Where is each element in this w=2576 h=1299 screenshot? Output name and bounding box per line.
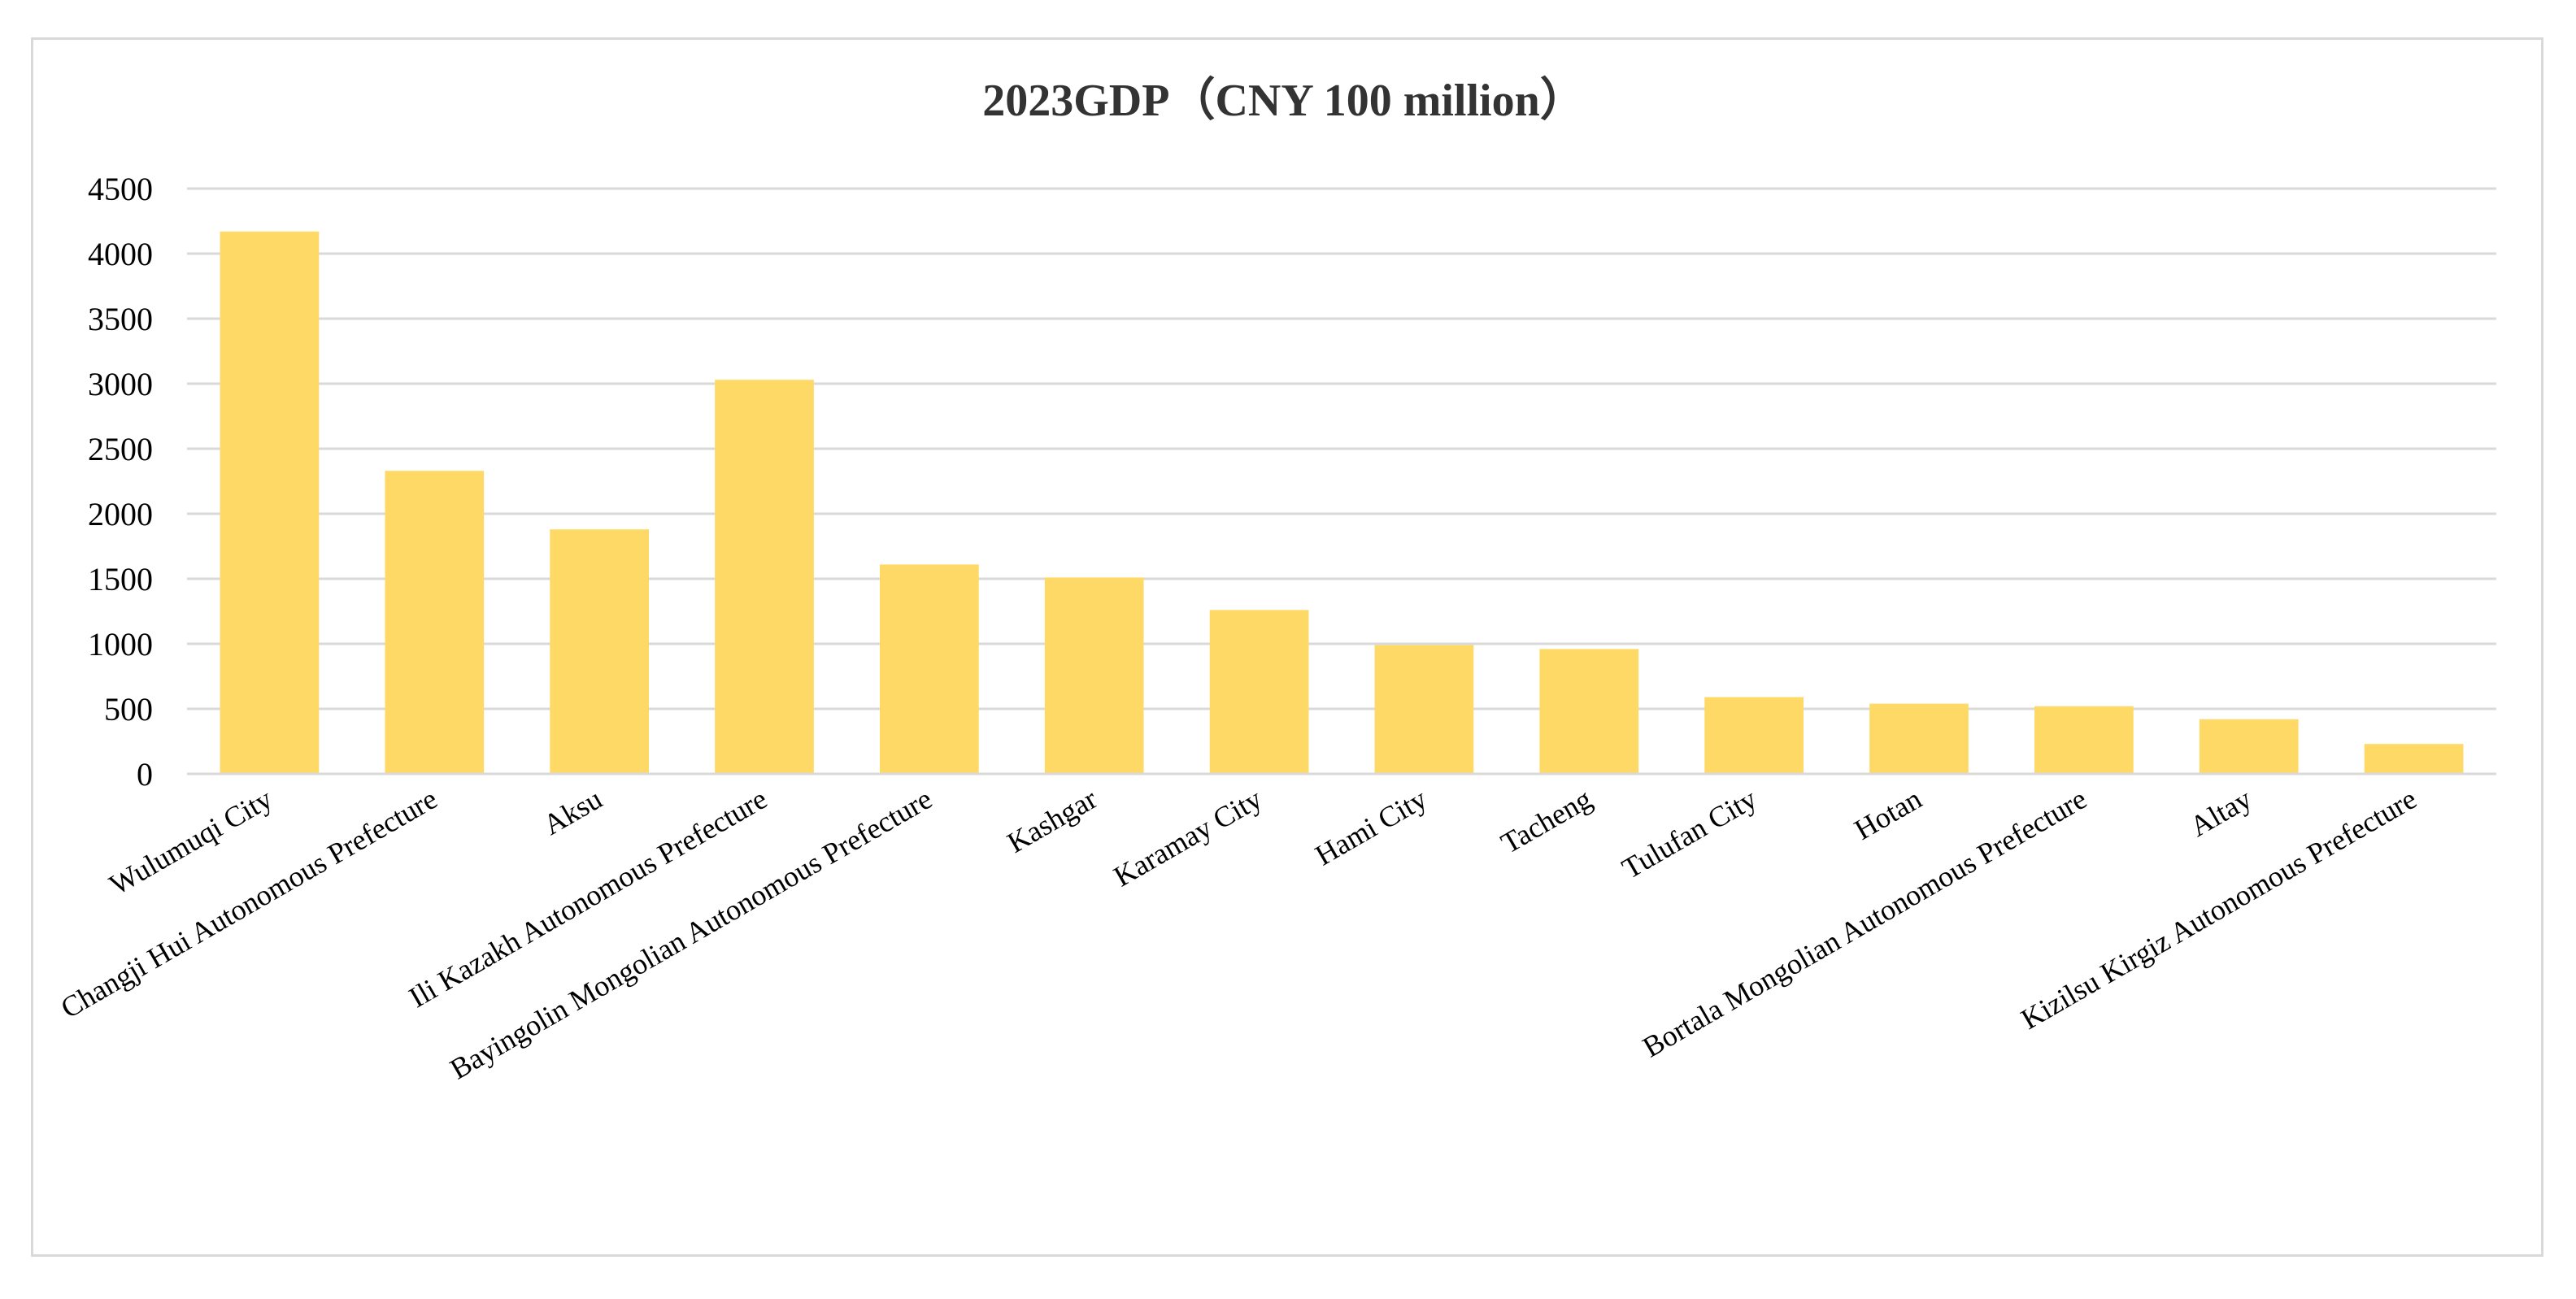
y-tick-label: 0: [137, 756, 153, 793]
bar: [2034, 706, 2134, 774]
bar: [550, 529, 649, 774]
bar: [220, 231, 320, 774]
bar: [715, 380, 814, 774]
x-category-label: Kashgar: [1002, 782, 1103, 859]
y-tick-label: 4500: [88, 171, 153, 207]
y-tick-label: 1000: [88, 626, 153, 663]
bar: [1539, 649, 1639, 774]
bar: [880, 564, 979, 774]
y-tick-label: 4000: [88, 236, 153, 272]
bar: [1044, 577, 1144, 774]
y-tick-label: 2000: [88, 496, 153, 532]
y-tick-label: 3500: [88, 301, 153, 337]
x-category-label: Tacheng: [1495, 782, 1597, 859]
bar: [2199, 719, 2299, 774]
y-tick-label: 500: [104, 691, 153, 728]
x-category-label: Aksu: [537, 782, 607, 841]
x-category-label: Altay: [2184, 782, 2256, 843]
y-tick-label: 2500: [88, 431, 153, 467]
x-category-label: Hami City: [1310, 782, 1433, 871]
bar: [385, 471, 485, 774]
bar: [1374, 645, 1474, 774]
y-tick-label: 3000: [88, 366, 153, 402]
x-category-label: Hotan: [1849, 782, 1927, 846]
bar: [2364, 744, 2464, 774]
gridlines: [187, 187, 2496, 710]
y-axis-tick-labels: 0 500 1000 1500 2000 2500 3000 3500 4000 4500: [88, 171, 153, 793]
bars: [220, 231, 2464, 774]
chart-title: 2023GDP（CNY 100 million）: [982, 75, 1585, 126]
x-category-label: Tulufan City: [1617, 782, 1762, 885]
bar: [1869, 703, 1969, 774]
x-category-label: Karamay City: [1108, 782, 1268, 893]
y-tick-label: 1500: [88, 561, 153, 597]
bar: [1209, 610, 1309, 774]
bar: [1704, 697, 1804, 774]
